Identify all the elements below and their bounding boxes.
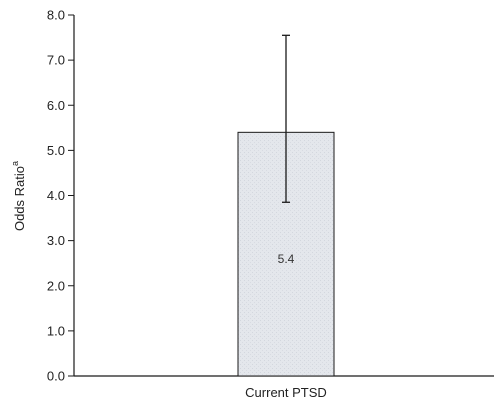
y-axis-title-text: Odds Ratio (12, 166, 27, 231)
y-tick-label: 8.0 (47, 8, 65, 23)
y-axis-title-superscript: a (10, 161, 20, 166)
y-tick-label: 7.0 (47, 53, 65, 68)
bar-value-label: 5.4 (278, 252, 295, 266)
y-tick-label: 6.0 (47, 98, 65, 113)
y-tick-label: 4.0 (47, 188, 65, 203)
error-bars-group (282, 34, 290, 203)
x-category-label: Current PTSD (245, 385, 327, 400)
y-tick-label: 5.0 (47, 143, 65, 158)
y-axis-title: Odds Ratioa (10, 161, 27, 231)
x-axis-labels: Current PTSD (245, 385, 327, 400)
y-tick-label: 0.0 (47, 369, 65, 384)
y-tick-label: 2.0 (47, 278, 65, 293)
y-tick-label: 1.0 (47, 323, 65, 338)
y-axis-ticks: 0.0 1.0 2.0 3.0 4.0 5.0 6.0 7.0 8.0 (47, 8, 74, 384)
y-tick-label: 3.0 (47, 233, 65, 248)
data-labels-group: 5.4 (278, 252, 295, 266)
